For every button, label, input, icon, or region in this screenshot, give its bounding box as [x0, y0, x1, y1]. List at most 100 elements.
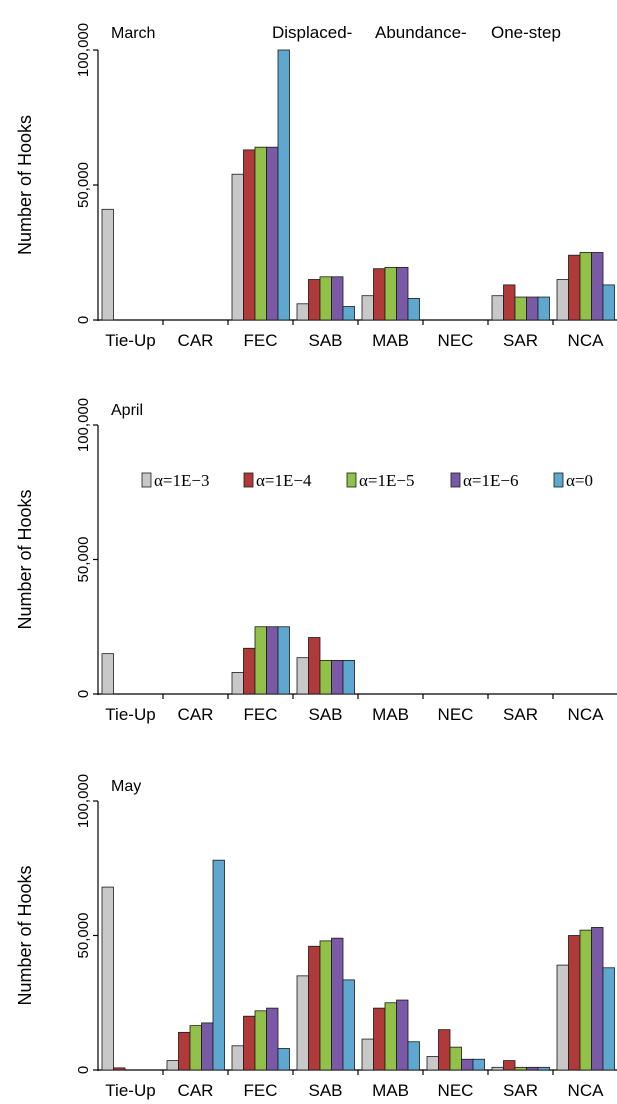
legend-label: α=1E−4 — [256, 471, 312, 490]
bar — [231, 1045, 244, 1071]
bar — [243, 149, 256, 321]
bar — [243, 647, 256, 695]
bar — [591, 252, 604, 321]
category-label: MAB — [372, 1081, 409, 1100]
bar — [231, 672, 244, 695]
bar — [319, 940, 332, 1071]
bar — [113, 1067, 126, 1071]
chart-panel-april: 0 50,000 100,000 Number of Hooks April Tie-Up… — [15, 398, 617, 724]
category-label: SAR — [503, 705, 538, 724]
bar — [296, 657, 309, 695]
bar — [277, 626, 290, 695]
bar — [514, 1066, 527, 1071]
category-label: NCA — [568, 1081, 605, 1100]
bar — [361, 295, 374, 321]
bar — [537, 1066, 550, 1071]
bar — [101, 653, 114, 695]
bar — [166, 1060, 179, 1071]
legend-item: α=1E−5 — [346, 471, 414, 490]
bar — [568, 935, 581, 1071]
bar — [361, 1038, 374, 1071]
category-label: NEC — [438, 1081, 474, 1100]
panel-title: May — [111, 778, 141, 795]
bar — [396, 266, 409, 321]
legend-swatch — [141, 472, 152, 488]
bar — [526, 296, 539, 321]
bar — [568, 254, 581, 321]
category-label: Tie-Up — [105, 1081, 155, 1100]
bar — [189, 1025, 202, 1071]
y-tick-label: 0 — [75, 690, 92, 698]
bar — [407, 297, 420, 321]
bar — [254, 1010, 267, 1071]
legend-label: α=1E−3 — [154, 471, 209, 490]
legend-item: α=1E−6 — [450, 471, 518, 490]
category-label: Tie-Up — [105, 331, 155, 350]
category-label: SAR — [503, 331, 538, 350]
chart-panel-march: 0 50,000 100,000 Number of Hooks March Tie-Up… — [15, 23, 617, 350]
bar — [201, 1022, 214, 1071]
legend-swatch — [450, 472, 461, 488]
bar — [319, 659, 332, 695]
y-tick-label: 50,000 — [75, 913, 92, 959]
category-label: SAR — [503, 1081, 538, 1100]
bar — [212, 859, 225, 1071]
bar — [373, 1007, 386, 1071]
y-tick-label: 100,000 — [75, 774, 92, 828]
bar — [319, 276, 332, 321]
bar — [526, 1066, 539, 1071]
category-label: MAB — [372, 331, 409, 350]
category-label: NEC — [438, 705, 474, 724]
bar — [254, 626, 267, 695]
bar — [503, 1060, 516, 1071]
bar — [503, 284, 516, 321]
chart-panels: 0 50,000 100,000 Number of Hooks March Tie-Up… — [15, 23, 617, 1100]
panel-title: March — [111, 25, 155, 42]
bar — [449, 1046, 462, 1071]
bar — [514, 296, 527, 321]
bar — [331, 276, 344, 321]
category-label: CAR — [178, 331, 214, 350]
y-tick-label: 50,000 — [75, 162, 92, 208]
bar — [178, 1031, 191, 1071]
header-label-displaced: Displaced- — [272, 23, 352, 42]
bar — [602, 284, 615, 321]
bar — [342, 659, 355, 695]
y-tick-label: 0 — [75, 316, 92, 324]
bar — [243, 1015, 256, 1071]
bar — [556, 279, 569, 321]
category-label: CAR — [178, 705, 214, 724]
legend-item: α=1E−3 — [141, 471, 209, 490]
category-label: CAR — [178, 1081, 214, 1100]
legend-label: α=1E−5 — [359, 471, 414, 490]
chart-panel-may: 0 50,000 100,000 Number of Hooks May Tie-Up CA… — [15, 774, 617, 1100]
bar — [342, 306, 355, 321]
y-tick-label: 0 — [75, 1066, 92, 1074]
bar — [266, 146, 279, 321]
legend-item: α=1E−4 — [243, 471, 312, 490]
bar — [254, 146, 267, 321]
header-label-abundance: Abundance- — [375, 23, 467, 42]
bar — [308, 637, 321, 695]
bar — [101, 208, 114, 321]
category-label: Tie-Up — [105, 705, 155, 724]
category-label: FEC — [244, 1081, 278, 1100]
y-axis-label: Number of Hooks — [15, 115, 35, 255]
category-label: SAB — [308, 1081, 342, 1100]
bar — [266, 626, 279, 695]
y-axis-label: Number of Hooks — [15, 489, 35, 629]
category-label: FEC — [244, 705, 278, 724]
legend-item: α=0 — [553, 471, 593, 490]
bar — [308, 279, 321, 321]
legend-swatch — [346, 472, 357, 488]
bar — [101, 886, 114, 1071]
bar — [266, 1007, 279, 1071]
bar — [407, 1041, 420, 1071]
category-label: NEC — [438, 331, 474, 350]
category-label: FEC — [244, 331, 278, 350]
category-label: SAB — [308, 705, 342, 724]
legend-label: α=1E−6 — [463, 471, 518, 490]
bar — [331, 937, 344, 1071]
legend: α=1E−3 α=1E−4 α=1E−5 α=1E−6 α=0 — [141, 471, 593, 490]
bar — [384, 266, 397, 321]
